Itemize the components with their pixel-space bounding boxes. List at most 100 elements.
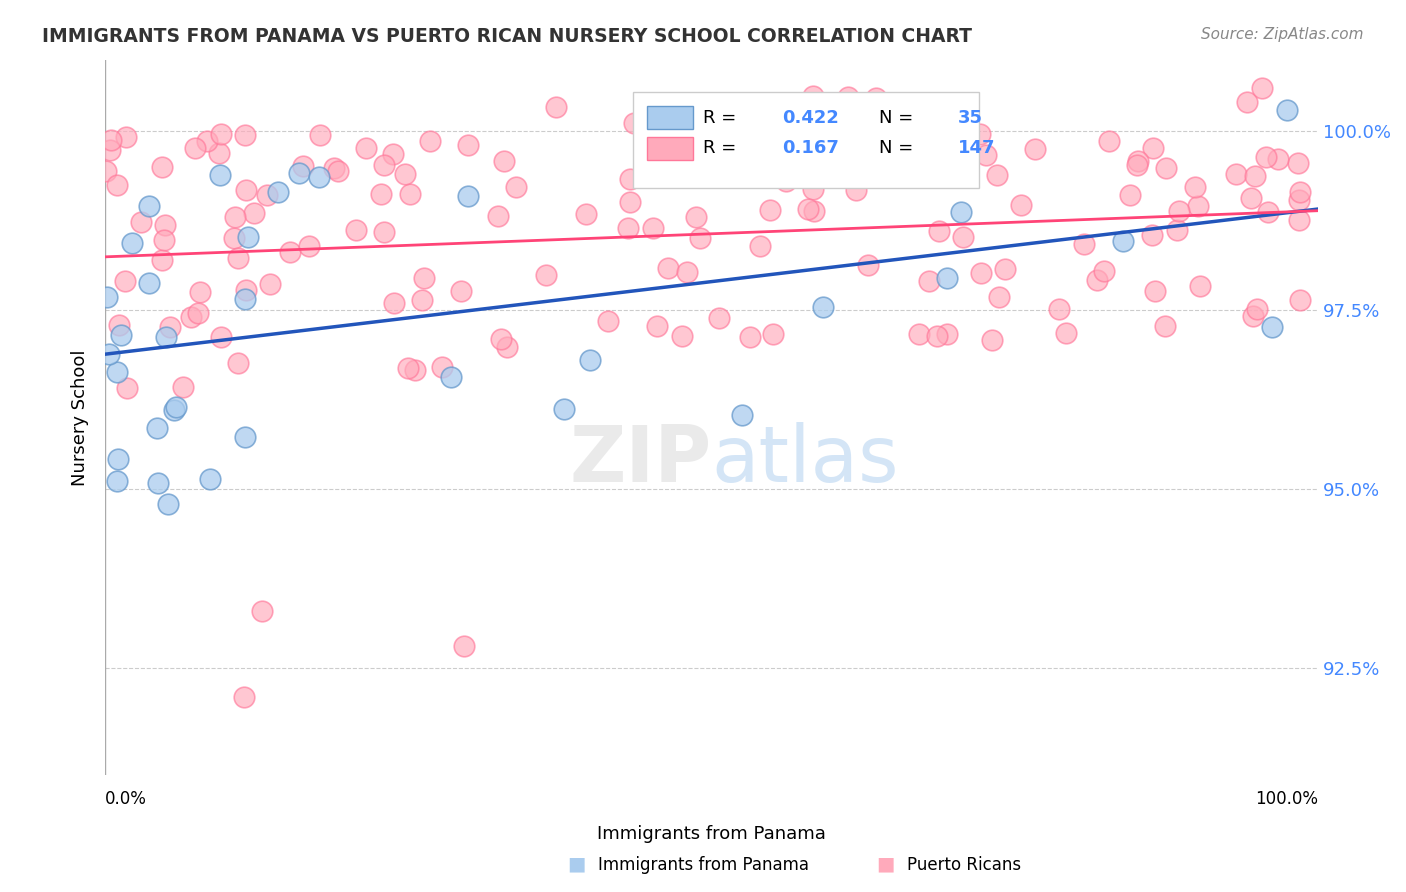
Point xyxy=(505,180,527,194)
Point xyxy=(373,225,395,239)
Point xyxy=(1267,152,1289,166)
Text: N =: N = xyxy=(879,109,920,127)
Point xyxy=(152,160,174,174)
Point xyxy=(1098,134,1121,148)
Point xyxy=(689,230,711,244)
Point xyxy=(1047,301,1070,316)
Point xyxy=(641,221,664,235)
Text: ■: ■ xyxy=(876,855,896,873)
Point xyxy=(837,90,859,104)
Bar xyxy=(647,106,693,129)
Point xyxy=(96,290,118,304)
Point xyxy=(252,604,274,618)
Point xyxy=(242,206,264,220)
Point xyxy=(813,300,835,314)
Point xyxy=(153,233,176,247)
Point xyxy=(187,305,209,319)
Point xyxy=(226,356,249,370)
Point xyxy=(235,283,257,297)
Bar xyxy=(647,136,693,160)
Point xyxy=(1188,278,1211,293)
Point xyxy=(308,128,330,143)
Point xyxy=(382,296,405,310)
Point xyxy=(430,359,453,374)
Point xyxy=(344,223,367,237)
Point xyxy=(1140,227,1163,242)
Point xyxy=(107,452,129,467)
Point xyxy=(1289,293,1312,307)
Point xyxy=(936,271,959,285)
Point xyxy=(188,285,211,300)
Point xyxy=(596,314,619,328)
Point xyxy=(413,270,436,285)
Text: Immigrants from Panama: Immigrants from Panama xyxy=(598,825,827,843)
Point xyxy=(236,230,259,244)
Point xyxy=(100,133,122,147)
Point xyxy=(707,311,730,326)
Point xyxy=(980,333,1002,347)
Point xyxy=(1254,150,1277,164)
Point xyxy=(534,268,557,282)
Point xyxy=(575,207,598,221)
Point xyxy=(195,134,218,148)
Point xyxy=(801,88,824,103)
Point xyxy=(617,220,640,235)
Point xyxy=(453,640,475,654)
Point xyxy=(150,252,173,267)
Point xyxy=(233,292,256,306)
Point xyxy=(762,326,785,341)
Point xyxy=(419,134,441,148)
Point xyxy=(1243,169,1265,183)
Point xyxy=(579,353,602,368)
Point xyxy=(936,327,959,342)
Text: 0.167: 0.167 xyxy=(782,139,839,157)
Point xyxy=(1288,193,1310,207)
Point xyxy=(655,160,678,174)
Point xyxy=(553,401,575,416)
Point xyxy=(988,290,1011,304)
Point xyxy=(865,90,887,104)
Point xyxy=(207,146,229,161)
Point xyxy=(322,161,344,176)
Point xyxy=(994,261,1017,276)
Point xyxy=(969,127,991,141)
Point xyxy=(623,116,645,130)
Point xyxy=(98,347,121,361)
Text: R =: R = xyxy=(703,139,742,157)
Point xyxy=(803,203,825,218)
Point xyxy=(232,690,254,704)
Point xyxy=(138,199,160,213)
Point xyxy=(110,327,132,342)
Point xyxy=(986,168,1008,182)
Point xyxy=(1143,284,1166,298)
Point xyxy=(486,210,509,224)
Point xyxy=(685,211,707,225)
Point xyxy=(657,260,679,275)
Point xyxy=(259,277,281,292)
Text: Source: ZipAtlas.com: Source: ZipAtlas.com xyxy=(1201,27,1364,42)
Point xyxy=(457,188,479,202)
Point xyxy=(810,146,832,161)
Point xyxy=(717,168,740,182)
Point xyxy=(645,319,668,334)
Point xyxy=(908,327,931,342)
Point xyxy=(1126,158,1149,172)
Point xyxy=(1092,264,1115,278)
Point xyxy=(797,202,820,216)
Point xyxy=(489,332,512,346)
Point xyxy=(148,476,170,491)
Point xyxy=(865,120,887,134)
Point xyxy=(1187,199,1209,213)
Point xyxy=(396,361,419,376)
Point xyxy=(235,183,257,197)
Point xyxy=(1246,302,1268,317)
Point xyxy=(105,474,128,488)
Text: ■: ■ xyxy=(567,855,586,873)
Point xyxy=(952,230,974,244)
Point xyxy=(738,330,761,344)
Point xyxy=(209,168,232,182)
Point xyxy=(411,293,433,307)
Point xyxy=(1010,198,1032,212)
Point xyxy=(233,430,256,444)
Point xyxy=(298,238,321,252)
